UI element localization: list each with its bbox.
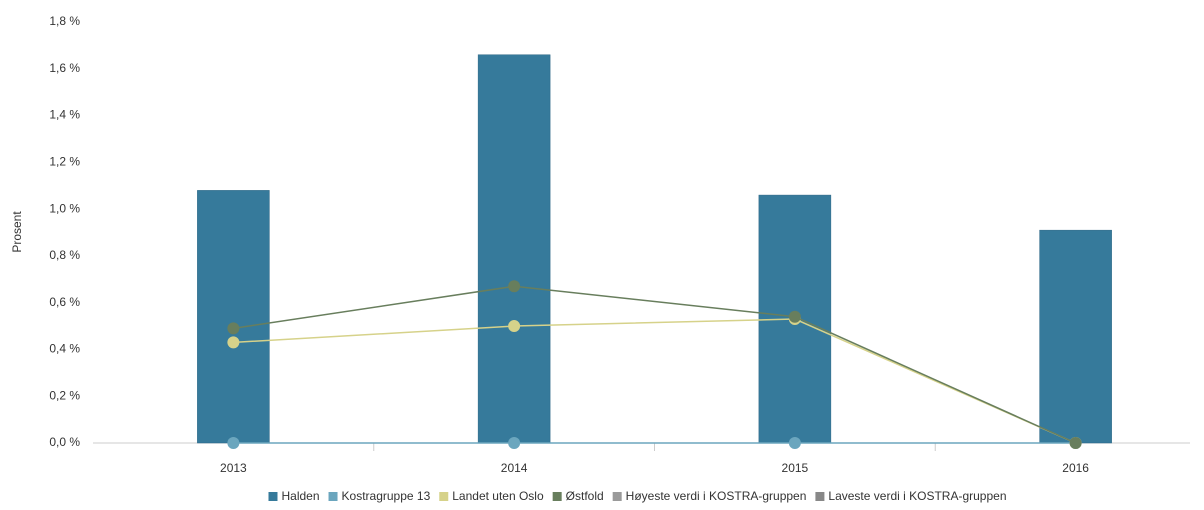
point (227, 322, 240, 335)
y-tick-label: 0,4 % (49, 342, 80, 356)
y-tick-label: 1,6 % (49, 61, 80, 75)
line (233, 285, 1076, 444)
point (788, 437, 801, 449)
legend-swatch (268, 492, 278, 501)
point (227, 336, 240, 349)
legend-swatch (815, 492, 825, 501)
x-tick-label: 2013 (220, 461, 247, 475)
bar (477, 54, 551, 444)
legend-label: Halden (281, 489, 319, 503)
y-tick-label: 0,6 % (49, 295, 80, 309)
x-tick-label: 2015 (782, 461, 809, 475)
y-tick-label: 0,0 % (49, 435, 80, 449)
point (508, 320, 521, 333)
legend-label: Kostragruppe 13 (342, 489, 431, 503)
y-tick-label: 1,0 % (49, 201, 80, 215)
legend-label: Østfold (566, 489, 604, 503)
legend-swatch (328, 492, 338, 501)
point (788, 310, 801, 323)
point (227, 437, 240, 449)
point (1069, 437, 1082, 449)
legend-swatch (439, 492, 449, 501)
legend-label: Laveste verdi i KOSTRA-gruppen (828, 489, 1006, 503)
point (508, 280, 521, 293)
y-axis-label: Prosent (10, 211, 24, 253)
y-tick-label: 1,8 % (49, 14, 80, 28)
bar (197, 190, 270, 444)
legend-swatch (612, 492, 622, 501)
x-tick-label: 2014 (501, 461, 528, 475)
legend-label: Høyeste verdi i KOSTRA-gruppen (626, 489, 807, 503)
legend-swatch (552, 492, 562, 501)
y-tick-label: 0,8 % (49, 248, 80, 262)
y-tick-label: 1,4 % (49, 108, 80, 122)
y-tick-label: 1,2 % (49, 155, 80, 169)
x-tick-label: 2016 (1062, 461, 1089, 475)
y-tick-label: 0,2 % (49, 388, 80, 402)
legend-label: Landet uten Oslo (452, 489, 544, 503)
line (233, 318, 1076, 444)
bar (1039, 229, 1112, 444)
point (508, 437, 521, 449)
